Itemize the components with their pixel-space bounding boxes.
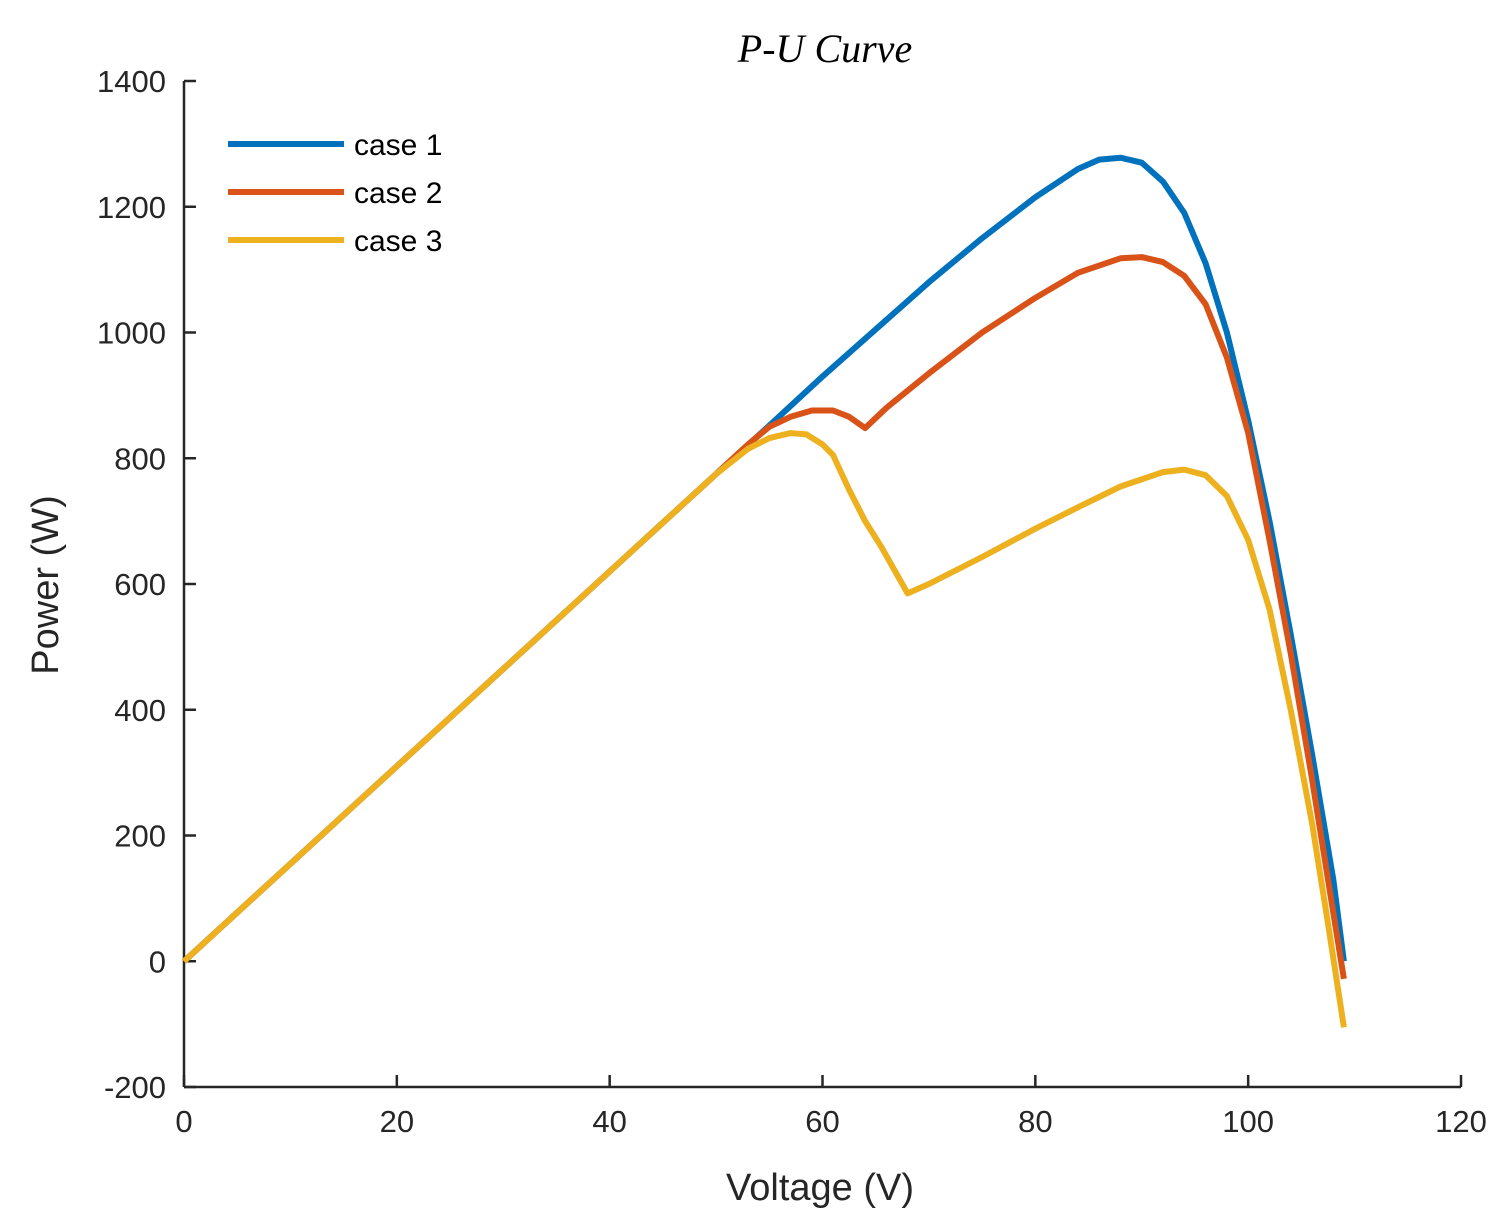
y-tick-label: 600 xyxy=(114,567,166,602)
y-tick-label: 1200 xyxy=(97,190,166,225)
legend-label-case-2: case 2 xyxy=(354,177,442,210)
y-tick-label: 400 xyxy=(114,693,166,728)
x-tick-label: 0 xyxy=(175,1104,192,1139)
y-axis-ticks: -200 0 200 400 600 800 1000 1200 1400 xyxy=(97,64,196,1105)
x-tick-label: 60 xyxy=(805,1104,839,1139)
series-line-case-2 xyxy=(181,254,1347,980)
x-axis-ticks: 0 20 40 60 80 100 120 xyxy=(175,1075,1487,1139)
y-tick-label: 0 xyxy=(149,944,166,979)
y-tick-label: 200 xyxy=(114,819,166,854)
x-tick-label: 120 xyxy=(1435,1104,1487,1139)
series-line-case-1 xyxy=(181,154,1347,964)
y-tick-label: 800 xyxy=(114,441,166,476)
x-tick-label: 40 xyxy=(592,1104,626,1139)
x-tick-label: 80 xyxy=(1018,1104,1052,1139)
legend: case 1 case 2 case 3 xyxy=(228,129,442,258)
x-axis-label: Voltage (V) xyxy=(726,1167,914,1209)
y-tick-label: -200 xyxy=(104,1070,166,1105)
y-tick-label: 1400 xyxy=(97,64,166,99)
x-tick-label: 100 xyxy=(1222,1104,1274,1139)
x-tick-label: 20 xyxy=(380,1104,414,1139)
series-line-case-3 xyxy=(181,430,1347,1028)
series-group xyxy=(181,154,1347,1028)
legend-label-case-1: case 1 xyxy=(354,129,442,162)
y-tick-label: 1000 xyxy=(97,316,166,351)
legend-label-case-3: case 3 xyxy=(354,225,442,258)
chart-title: P-U Curve xyxy=(737,26,912,71)
y-axis-label: Power (W) xyxy=(25,495,67,674)
